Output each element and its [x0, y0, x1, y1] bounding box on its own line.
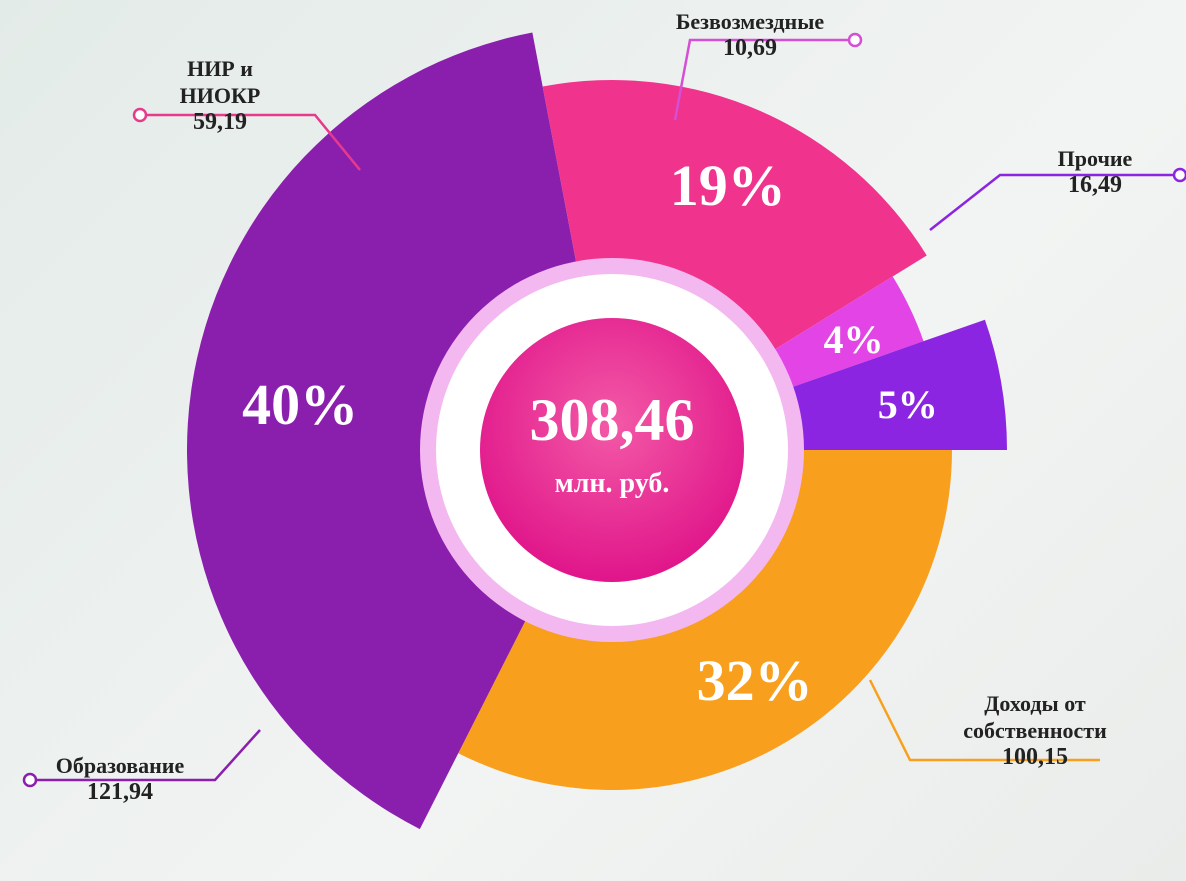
- connector: [929, 173, 1180, 231]
- category-label: Образование 121,94: [10, 752, 230, 806]
- total: 308,46: [530, 387, 695, 453]
- category-label: НИР и НИОКР 59,19: [150, 55, 290, 136]
- percent-label: 19%: [670, 153, 786, 218]
- percent-label: 5%: [878, 382, 938, 427]
- segment: [786, 319, 1007, 450]
- connector-dot: [847, 32, 863, 48]
- connector-dot: [132, 107, 148, 123]
- percent-label: 40%: [242, 372, 358, 437]
- percent-label: 4%: [823, 317, 883, 362]
- category-name: Доходы от собственности: [963, 691, 1107, 743]
- category-name: НИР и НИОКР: [179, 56, 261, 108]
- connector: [673, 38, 855, 121]
- connector-dot: [22, 772, 38, 788]
- category-label: Доходы от собственности 100,15: [920, 690, 1150, 771]
- value-label: 16,49: [1068, 172, 1122, 198]
- category-name: Образование: [55, 753, 185, 778]
- value-label: 10,69: [723, 35, 777, 61]
- connector: [868, 679, 1100, 762]
- segment: [458, 450, 952, 790]
- connector-dot: [1172, 167, 1186, 183]
- value-label: 59,19: [193, 109, 247, 135]
- center-circle: [480, 318, 744, 582]
- segment: [769, 276, 924, 390]
- category-label: Безвозмездные 10,69: [650, 8, 850, 62]
- segment: [187, 32, 578, 830]
- value-label: 121,94: [87, 779, 153, 805]
- value-label: 100,15: [1002, 744, 1068, 770]
- category-name: Прочие: [1057, 146, 1133, 171]
- segments: [187, 32, 1007, 830]
- segment: [542, 80, 927, 353]
- connector: [140, 113, 361, 171]
- category-name: Безвозмездные: [675, 9, 825, 34]
- unit: млн. руб.: [555, 468, 670, 499]
- category-label: Прочие 16,49: [1035, 145, 1155, 199]
- percent-label: 32%: [697, 648, 813, 713]
- connector: [30, 729, 261, 782]
- connectors: [22, 32, 1186, 788]
